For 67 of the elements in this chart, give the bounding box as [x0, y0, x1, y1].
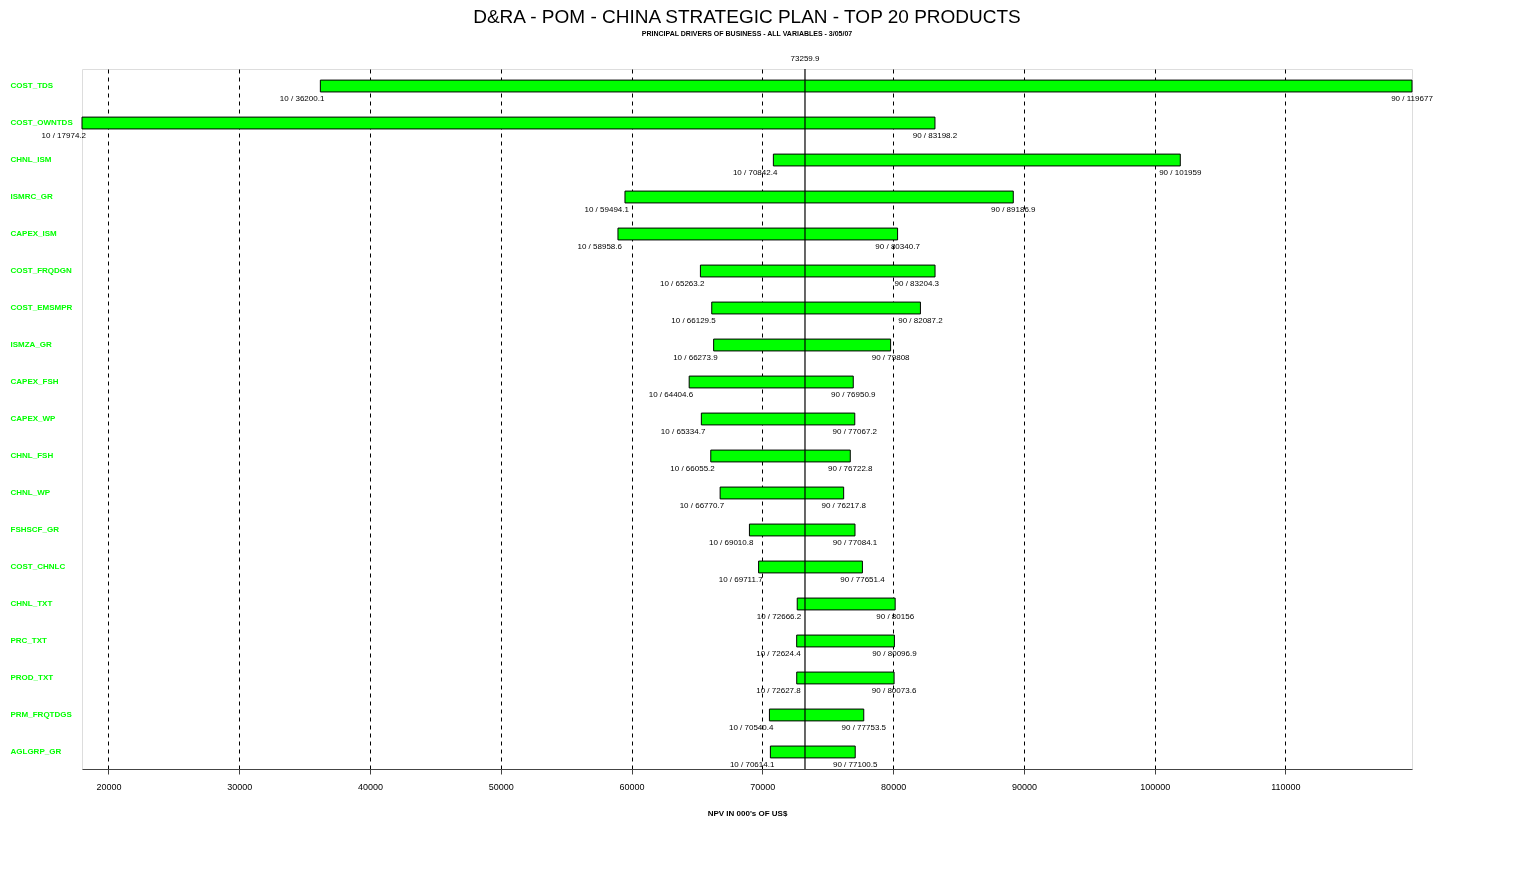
annotation: 90 / 83204.3 — [894, 279, 940, 289]
x-tick-label: 50000 — [488, 781, 514, 792]
y-tick-label: CAPEX_WP — [10, 414, 57, 423]
annotation: 90 / 82087.2 — [898, 316, 944, 326]
annotation: 10 / 17974.2 — [41, 131, 87, 141]
x-tick-label: 30000 — [227, 781, 253, 792]
annotation: 10 / 58958.6 — [577, 242, 623, 252]
y-tick-label: CHNL_FSH — [10, 451, 54, 460]
x-tick-label: 110000 — [1271, 781, 1301, 792]
annotation: 90 / 80156 — [876, 611, 915, 621]
y-tick-label: COST_TDS — [10, 81, 54, 91]
y-tick-label: CAPEX_ISM — [10, 229, 58, 239]
annotation: 10 / 70842.4 — [732, 168, 778, 178]
annotation: 90 / 76722.8 — [828, 464, 874, 473]
annotation: 90 / 77067.2 — [832, 427, 878, 436]
annotation: 90 / 89186.9 — [991, 205, 1037, 215]
annotation: 90 / 80340.7 — [875, 242, 921, 252]
y-tick-label: COST_EMSMPR — [10, 303, 73, 313]
annotation: 90 / 77753.5 — [841, 722, 887, 732]
y-tick-label: AGLGRP_GR — [10, 746, 62, 756]
x-tick-label: 40000 — [358, 781, 384, 792]
x-tick-label: 20000 — [96, 781, 122, 792]
annotation: 10 / 69711.7 — [718, 574, 764, 584]
annotation: 10 / 64404.6 — [648, 390, 694, 399]
ref-line-label: 73259.9 — [790, 54, 820, 63]
y-tick-label: ISMZA_GR — [10, 340, 53, 349]
annotation: 90 / 77084.1 — [832, 537, 878, 547]
annotation: 90 / 119677 — [1391, 94, 1434, 104]
annotation: 10 / 36200.1 — [279, 94, 325, 104]
annotation: 90 / 77100.5 — [832, 759, 879, 769]
annotation: 90 / 76217.8 — [821, 501, 867, 510]
annotation: 90 / 79808 — [871, 353, 911, 362]
annotation: 90 / 80073.6 — [871, 685, 917, 695]
annotation: 10 / 59494.1 — [584, 205, 630, 215]
x-tick-label: 60000 — [619, 781, 645, 792]
y-tick-label: CAPEX_FSH — [10, 377, 59, 386]
y-tick-label: PROD_TXT — [10, 672, 54, 682]
y-tick-label: ISMRC_GR — [10, 192, 53, 202]
x-axis-title: NPV IN 000's OF US$ — [707, 808, 788, 818]
y-tick-label: COST_FRQDGN — [10, 266, 73, 276]
y-tick-label: CHNL_WP — [10, 488, 51, 497]
y-tick-label: FSHSCF_GR — [10, 524, 60, 534]
annotation: 90 / 77651.4 — [840, 574, 886, 584]
annotation: 10 / 70614.1 — [729, 759, 775, 769]
x-tick-label: 80000 — [881, 781, 907, 792]
x-tick-label: 90000 — [1011, 781, 1037, 792]
y-tick-label: PRM_FRQTDGS — [10, 709, 73, 719]
y-tick-label: PRC_TXT — [10, 635, 48, 645]
annotation: 90 / 80096.9 — [872, 648, 918, 658]
annotation: 90 / 76950.9 — [831, 390, 877, 399]
annotation: 10 / 69010.8 — [708, 537, 754, 547]
annotation: 10 / 66770.7 — [679, 501, 725, 510]
annotation: 90 / 83198.2 — [912, 131, 958, 141]
annotation: 10 / 66129.5 — [671, 316, 717, 326]
x-tick-label: 70000 — [750, 781, 776, 792]
annotation: 10 / 65334.7 — [660, 427, 706, 436]
y-tick-label: COST_OWNTDS — [10, 118, 74, 128]
annotation: 90 / 101959 — [1159, 168, 1202, 178]
chart-title: D&RA - POM - CHINA STRATEGIC PLAN - TOP 20 PRODUCTS — [473, 6, 1021, 27]
y-tick-label: COST_CHNLC — [10, 561, 66, 571]
y-tick-label: CHNL_ISM — [10, 155, 52, 165]
annotation: 10 / 70540.4 — [728, 722, 774, 732]
y-tick-label: CHNL_TXT — [10, 598, 53, 608]
annotation: 10 / 65263.2 — [659, 279, 705, 289]
x-tick-label: 100000 — [1140, 781, 1171, 792]
annotation: 10 / 66273.9 — [673, 353, 719, 362]
annotation: 10 / 66055.2 — [670, 464, 716, 473]
